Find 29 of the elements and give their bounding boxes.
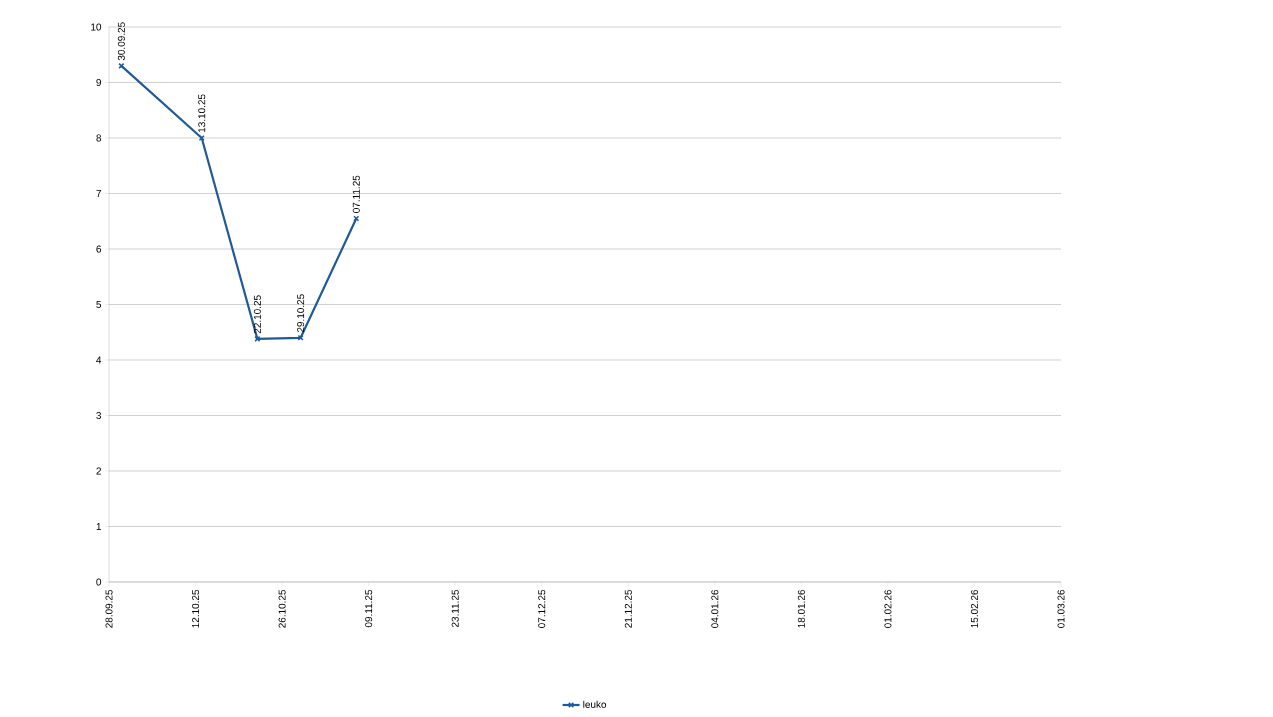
- x-tick-label: 21.12.25: [624, 589, 632, 628]
- y-tick-label: 6: [96, 245, 102, 253]
- annotation: 22.10.25: [253, 295, 261, 334]
- annotation: 07.11.25: [352, 175, 360, 213]
- y-tick-label: 5: [96, 301, 102, 308]
- legend-label: leuko: [583, 700, 607, 708]
- x-tick-label: 01.03.26: [1057, 589, 1065, 628]
- annotation: 13.10.25: [198, 94, 206, 133]
- y-tick-label: 10: [91, 23, 102, 31]
- y-tick-label: 3: [96, 411, 102, 420]
- x-tick-label: 28.09.25: [105, 589, 113, 628]
- y-tick-label: 8: [96, 134, 102, 142]
- annotation: 29.10.25: [297, 294, 305, 333]
- x-tick-label: 09.11.25: [365, 589, 373, 628]
- y-tick-label: 0: [96, 578, 102, 586]
- x-tick-label: 01.02.26: [884, 589, 892, 628]
- y-tick-label: 1: [96, 523, 101, 530]
- y-tick-label: 7: [96, 190, 101, 197]
- x-tick-label: 23.11.25: [451, 589, 459, 628]
- x-tick-label: 18.01.26: [797, 589, 805, 628]
- x-tick-label: 12.10.25: [192, 589, 200, 628]
- y-tick-label: 4: [96, 356, 102, 364]
- x-tick-label: 04.01.26: [711, 589, 719, 628]
- x-tick-label: 07.12.25: [538, 589, 546, 628]
- annotation: 30.09.25: [117, 22, 125, 61]
- x-tick-label: 26.10.25: [278, 589, 286, 628]
- y-tick-label: 2: [96, 467, 101, 475]
- y-tick-label: 9: [96, 78, 102, 87]
- x-tick-label: 15.02.26: [970, 589, 978, 628]
